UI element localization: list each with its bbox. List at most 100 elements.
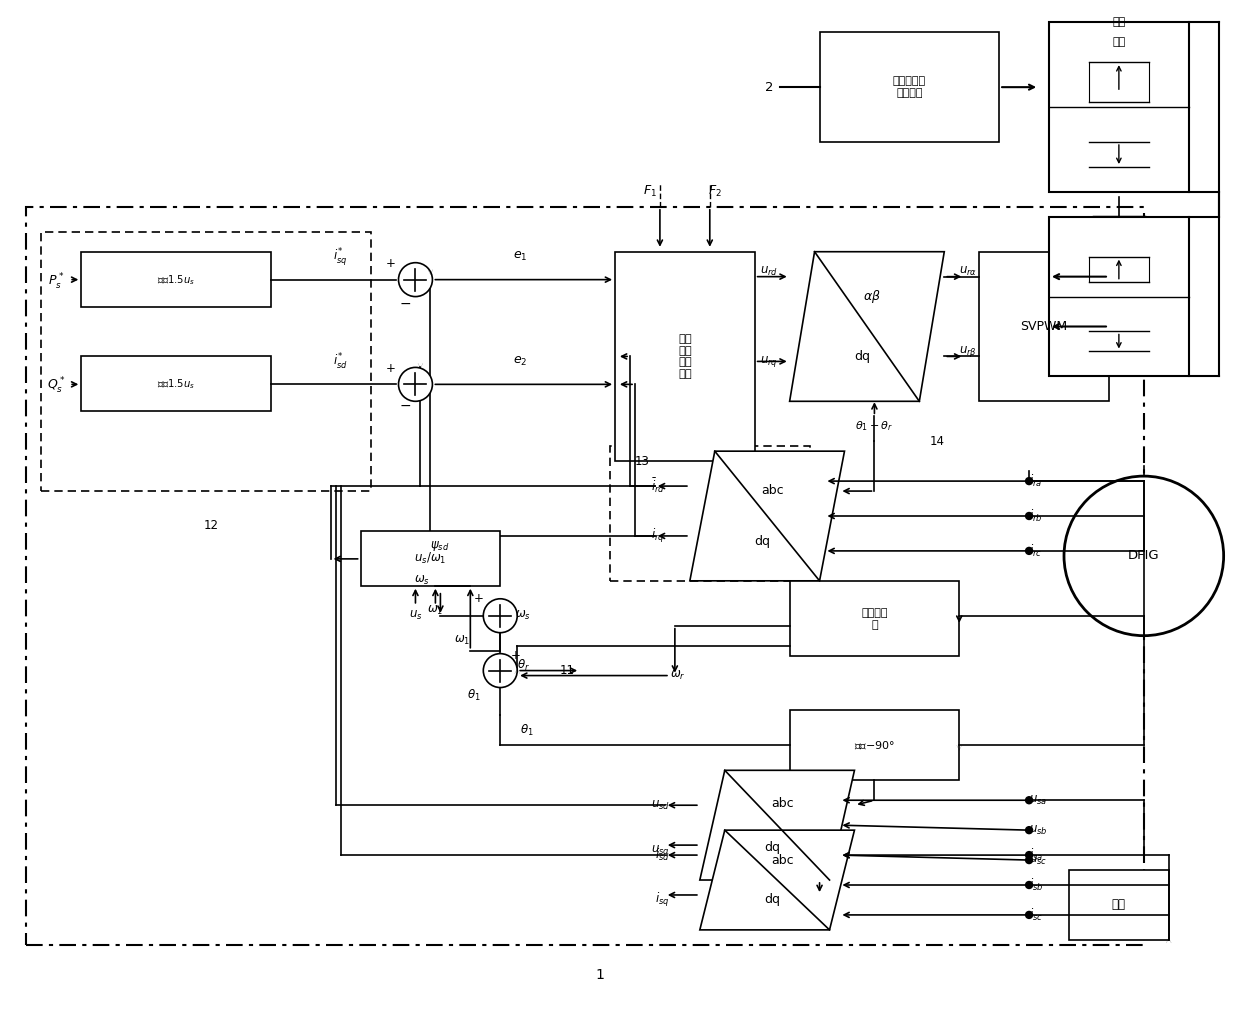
Text: 除以$1.5u_s$: 除以$1.5u_s$ [157,273,195,287]
Text: $i_{sa}$: $i_{sa}$ [1029,847,1043,863]
Text: $i_{rb}$: $i_{rb}$ [1029,508,1043,524]
Bar [980,252,1109,401]
Text: $u_{sq}$: $u_{sq}$ [651,842,670,858]
Text: dq: dq [764,894,780,906]
Text: $i_{sq}$: $i_{sq}$ [656,891,670,909]
Text: 控制: 控制 [1112,18,1126,28]
Text: $u_{sd}$: $u_{sd}$ [651,799,670,811]
Text: abc: abc [771,797,794,809]
Text: dq: dq [764,840,780,854]
Bar [790,580,960,656]
Text: $u_s$: $u_s$ [409,609,423,623]
Polygon shape [699,830,854,930]
Text: $e_1$: $e_1$ [513,251,527,263]
Text: $i_{sc}$: $i_{sc}$ [1029,907,1043,923]
Circle shape [1064,476,1224,636]
Bar [361,531,500,586]
Text: $\omega_s$: $\omega_s$ [414,574,430,588]
Text: SVPWM: SVPWM [1021,320,1068,333]
Circle shape [1025,547,1033,555]
Text: $\bar{i}_{rd}$: $\bar{i}_{rd}$ [651,476,665,495]
Text: abc: abc [771,854,794,867]
Text: $\theta_1$: $\theta_1$ [521,723,534,738]
Bar [820,32,999,142]
Polygon shape [790,252,945,401]
Bar [615,252,755,461]
Text: $u_{rd}$: $u_{rd}$ [760,265,777,278]
Text: dq: dq [754,535,770,548]
Circle shape [1025,857,1033,864]
Text: +: + [474,592,484,605]
Text: 1: 1 [595,968,604,982]
Text: $\omega_r$: $\omega_r$ [670,669,686,683]
Text: $u_{sa}$: $u_{sa}$ [1029,794,1048,807]
Text: +: + [386,257,396,270]
Text: $Q_s^*$: $Q_s^*$ [47,376,66,396]
Text: $\theta_1-\theta_r$: $\theta_1-\theta_r$ [856,420,894,433]
Text: $\omega_s$: $\omega_s$ [516,609,531,623]
Bar [81,357,270,411]
Text: abc: abc [761,484,784,497]
Circle shape [484,654,517,688]
Bar [26,207,1143,944]
Circle shape [1025,512,1033,520]
Text: $u_{rq}$: $u_{rq}$ [760,354,777,369]
Bar [1049,217,1189,376]
Polygon shape [689,452,844,580]
Text: 反推
变结
构控
制器: 反推 变结 构控 制器 [678,334,692,378]
Circle shape [1025,477,1033,485]
Text: $i_{sd}$: $i_{sd}$ [655,847,670,863]
Bar [41,232,371,491]
Text: $i_{sd}^{*}$: $i_{sd}^{*}$ [334,352,348,371]
Text: 14: 14 [929,435,945,447]
Circle shape [1025,827,1033,834]
Text: +: + [511,650,520,662]
Circle shape [398,263,433,297]
Text: 网侧变流器
控制系统: 网侧变流器 控制系统 [893,76,926,98]
Text: 光电编码
器: 光电编码 器 [861,608,888,630]
Text: dq: dq [854,350,870,363]
Text: DFIG: DFIG [1128,550,1159,562]
Text: 电网: 电网 [1112,898,1126,911]
Bar [81,252,270,306]
Text: $u_{r\alpha}$: $u_{r\alpha}$ [960,265,977,278]
Bar [1069,870,1169,940]
Circle shape [1025,911,1033,919]
Text: $u_{sb}$: $u_{sb}$ [1029,824,1048,837]
Text: $\theta_1$: $\theta_1$ [466,688,480,703]
Text: $\psi_{sd}$: $\psi_{sd}$ [430,539,450,553]
Text: $\alpha\beta$: $\alpha\beta$ [863,288,880,305]
Text: $i_{ra}$: $i_{ra}$ [1029,473,1043,489]
Text: $\omega_1$: $\omega_1$ [428,604,444,618]
Text: $F_2$: $F_2$ [708,185,722,199]
Text: $\theta_r$: $\theta_r$ [517,658,531,673]
Text: 信号: 信号 [1112,37,1126,47]
Text: $u_{r\beta}$: $u_{r\beta}$ [960,344,977,359]
Text: $i_{rq}$: $i_{rq}$ [651,527,665,545]
Bar [610,446,810,580]
Text: −: − [399,297,412,310]
Text: 12: 12 [203,520,218,532]
Text: 除以$1.5u_s$: 除以$1.5u_s$ [157,377,195,391]
Text: $P_s^*$: $P_s^*$ [48,271,64,292]
Text: $e_2$: $e_2$ [513,355,527,368]
Text: $u_s/\omega_1$: $u_s/\omega_1$ [414,552,446,566]
Text: +: + [386,362,396,375]
Text: $i_{sb}$: $i_{sb}$ [1029,877,1044,893]
Text: $u_{sc}$: $u_{sc}$ [1029,854,1048,867]
Text: $i_{sq}^{*}$: $i_{sq}^{*}$ [334,245,348,268]
Polygon shape [699,770,854,880]
Bar [1049,23,1189,192]
Text: −: − [399,399,412,413]
Text: 13: 13 [635,455,650,468]
Text: 2: 2 [765,80,774,94]
Circle shape [1025,882,1033,889]
Circle shape [1025,797,1033,804]
Bar [790,710,960,780]
Circle shape [398,367,433,401]
Text: $i_{rc}$: $i_{rc}$ [1029,543,1042,559]
Text: $F_1$: $F_1$ [644,185,657,199]
Text: 11: 11 [560,664,575,677]
Text: $\omega_1$: $\omega_1$ [454,634,470,647]
Text: 校正$-90°$: 校正$-90°$ [854,739,895,752]
